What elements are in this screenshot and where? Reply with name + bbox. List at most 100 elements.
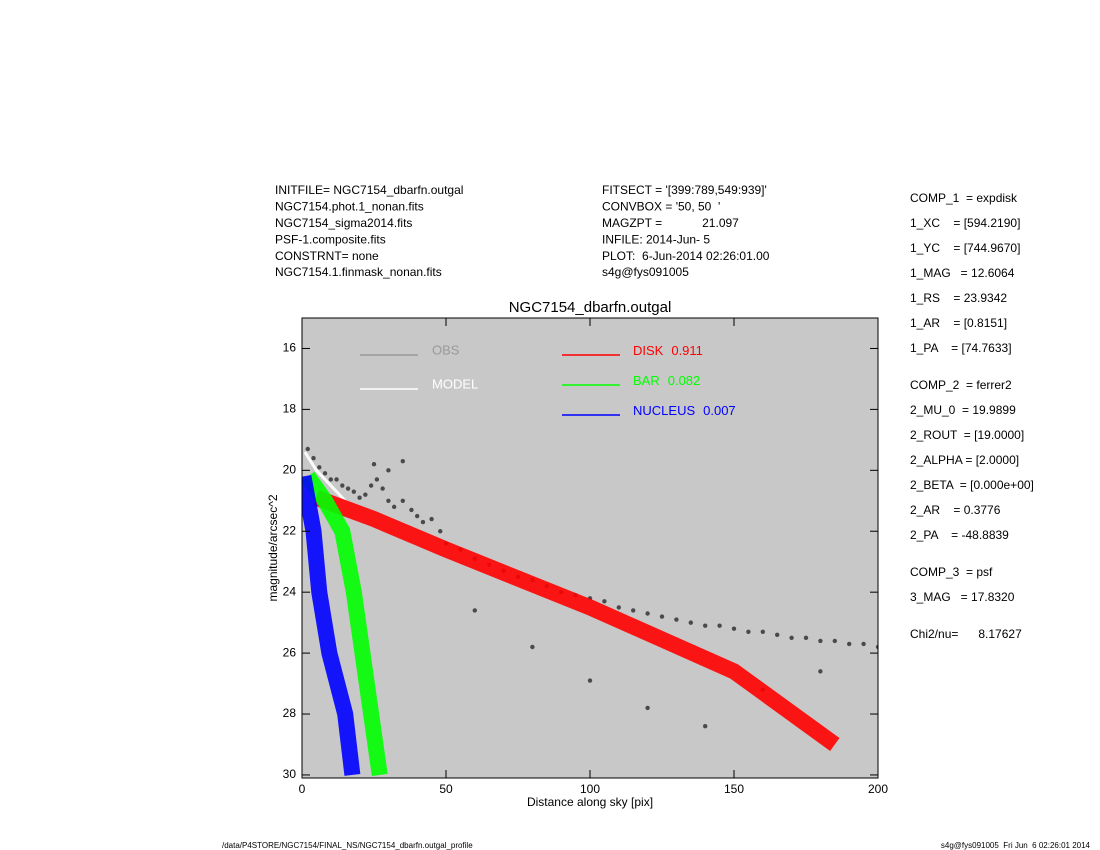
- obs-point: [386, 468, 391, 473]
- obs-point: [530, 644, 535, 650]
- obs-point: [587, 678, 593, 683]
- x-tick-label: 200: [868, 782, 888, 796]
- legend-label: DISK 0.911: [633, 343, 703, 358]
- obs-point: [386, 498, 391, 503]
- parameter-line: 1_XC = [594.2190]: [910, 216, 1020, 230]
- header-middle-line: INFILE: 2014-Jun- 5: [602, 232, 710, 246]
- obs-point: [317, 465, 322, 470]
- parameter-line: 2_MU_0 = 19.9899: [910, 403, 1016, 417]
- parameter-line: COMP_2 = ferrer2: [910, 378, 1012, 392]
- obs-point: [371, 462, 377, 467]
- plot-data: [302, 446, 878, 777]
- parameter-line: 1_AR = [0.8151]: [910, 316, 1007, 330]
- parameter-line: 1_MAG = 12.6064: [910, 266, 1015, 280]
- obs-point: [875, 644, 878, 650]
- obs-point: [602, 599, 607, 604]
- chart-title: NGC7154_dbarfn.outgal: [509, 299, 672, 316]
- header-middle-line: MAGZPT = 21.097: [602, 216, 739, 230]
- obs-point: [415, 513, 420, 519]
- obs-point: [311, 455, 316, 461]
- obs-point: [688, 620, 693, 625]
- parameter-line: Chi2/nu= 8.17627: [910, 627, 1022, 641]
- legend-name: NUCLEUS: [633, 403, 695, 418]
- obs-point: [420, 519, 426, 525]
- parameter-line: COMP_1 = expdisk: [910, 191, 1018, 205]
- obs-point: [717, 623, 722, 628]
- obs-point: [351, 489, 357, 494]
- obs-point: [368, 483, 374, 488]
- obs-point: [374, 477, 380, 482]
- obs-point: [803, 635, 809, 641]
- model-line: [302, 474, 361, 776]
- obs-point: [357, 495, 362, 500]
- header-middle-line: s4g@fys091005: [602, 265, 689, 279]
- parameter-line: 1_RS = 23.9342: [910, 291, 1007, 305]
- obs-point: [429, 516, 434, 522]
- x-tick-label: 150: [724, 782, 744, 796]
- header-left-line: PSF-1.composite.fits: [275, 232, 386, 246]
- parameter-line: 2_ALPHA = [2.0000]: [910, 453, 1019, 467]
- obs-point: [400, 458, 405, 464]
- obs-point: [345, 486, 351, 491]
- header-left-line: INITFILE= NGC7154_dbarfn.outgal: [275, 183, 463, 197]
- obs-point: [847, 641, 852, 647]
- obs-point: [703, 623, 708, 628]
- obs-point: [645, 705, 650, 711]
- x-tick-label: 50: [439, 782, 453, 796]
- y-tick-label: 30: [283, 767, 297, 781]
- footer-right: s4g@fys091005 Fri Jun 6 02:26:01 2014: [941, 841, 1091, 850]
- obs-point: [334, 477, 339, 482]
- obs-point: [340, 483, 345, 488]
- y-tick-label: 22: [283, 523, 297, 537]
- obs-point: [400, 498, 405, 503]
- obs-point: [818, 669, 823, 674]
- legend-fraction: 0.911: [671, 343, 703, 358]
- parameter-line: 2_BETA = [0.000e+00]: [910, 478, 1034, 492]
- legend-fraction: 0.007: [703, 403, 736, 418]
- obs-point: [818, 638, 823, 644]
- obs-point: [775, 632, 780, 638]
- legend-label: BAR 0.082: [633, 373, 700, 388]
- obs-point: [789, 635, 794, 641]
- y-tick-label: 28: [283, 706, 297, 720]
- y-axis-label: magnitude/arcsec^2: [266, 494, 280, 601]
- obs-point: [328, 477, 333, 482]
- x-tick-label: 100: [580, 782, 600, 796]
- obs-point: [861, 641, 866, 647]
- parameter-line: 1_PA = [74.7633]: [910, 341, 1012, 355]
- obs-point: [616, 605, 621, 610]
- model-line: [303, 451, 347, 502]
- obs-point: [380, 486, 385, 491]
- header-middle-line: PLOT: 6-Jun-2014 02:26:01.00: [602, 249, 770, 263]
- legend-fraction: 0.082: [668, 373, 701, 388]
- header-left-line: NGC7154.1.finmask_nonan.fits: [275, 265, 442, 279]
- parameter-line: 2_PA = -48.8839: [910, 528, 1009, 542]
- footer-left: /data/P4STORE/NGC7154/FINAL_NS/NGC7154_d…: [222, 841, 473, 850]
- header-left-line: CONSTRNT= none: [275, 249, 379, 263]
- legend-label: MODEL: [432, 376, 478, 391]
- legend-name: BAR: [633, 373, 660, 388]
- parameter-line: 3_MAG = 17.8320: [910, 590, 1015, 604]
- obs-point: [438, 529, 443, 534]
- y-tick-label: 24: [283, 584, 297, 598]
- x-axis-label: Distance along sky [pix]: [527, 795, 653, 809]
- model-line: [313, 490, 840, 751]
- obs-point: [760, 629, 765, 634]
- obs-point: [645, 611, 650, 616]
- legend-name: DISK: [633, 343, 664, 358]
- parameter-line: 2_AR = 0.3776: [910, 503, 1001, 517]
- header-left-line: NGC7154.phot.1_nonan.fits: [275, 200, 424, 214]
- obs-point: [703, 724, 708, 729]
- parameter-line: 1_YC = [744.9670]: [910, 241, 1020, 255]
- obs-point: [472, 608, 477, 613]
- header-middle-line: FITSECT = '[399:789,549:939]': [602, 183, 767, 197]
- obs-point: [363, 492, 368, 497]
- obs-point: [832, 638, 837, 644]
- obs-point: [322, 471, 328, 476]
- x-tick-label: 0: [299, 782, 306, 796]
- header-middle-line: CONVBOX = '50, 50 ': [602, 200, 720, 214]
- obs-point: [409, 507, 414, 513]
- y-tick-label: 16: [283, 341, 297, 355]
